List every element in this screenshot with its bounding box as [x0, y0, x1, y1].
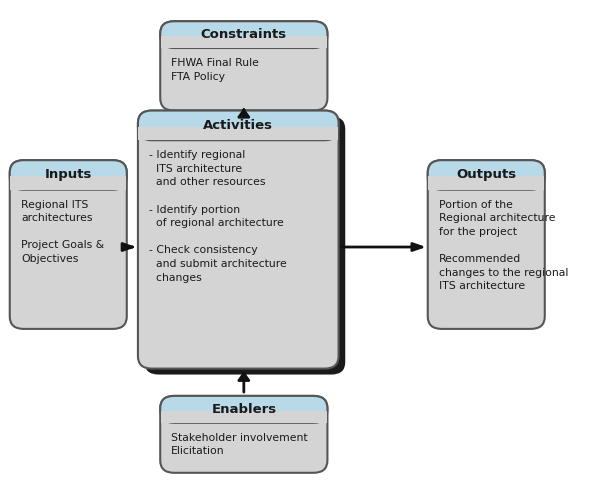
Bar	[161, 36, 327, 48]
FancyBboxPatch shape	[428, 160, 545, 329]
Text: Activities: Activities	[203, 119, 273, 132]
Text: Constraints: Constraints	[201, 28, 287, 41]
FancyBboxPatch shape	[160, 21, 327, 111]
Text: Outputs: Outputs	[456, 169, 517, 182]
FancyBboxPatch shape	[145, 116, 345, 375]
Text: Regional ITS
architectures

Project Goals &
Objectives: Regional ITS architectures Project Goals…	[21, 200, 104, 264]
FancyBboxPatch shape	[160, 396, 327, 473]
FancyBboxPatch shape	[160, 396, 327, 423]
Text: Enablers: Enablers	[211, 403, 277, 416]
Text: - Identify regional
  ITS architecture
  and other resources

- Identify portion: - Identify regional ITS architecture and…	[149, 150, 287, 282]
Bar	[138, 127, 338, 140]
Bar	[161, 411, 327, 423]
FancyBboxPatch shape	[428, 160, 545, 190]
Bar	[428, 177, 544, 190]
Text: Stakeholder involvement
Elicitation: Stakeholder involvement Elicitation	[171, 433, 308, 456]
FancyBboxPatch shape	[138, 111, 339, 140]
Text: Portion of the
Regional architecture
for the project

Recommended
changes to the: Portion of the Regional architecture for…	[439, 200, 569, 291]
Bar	[10, 177, 126, 190]
FancyBboxPatch shape	[138, 111, 339, 369]
Text: Inputs: Inputs	[44, 169, 92, 182]
FancyBboxPatch shape	[160, 21, 327, 48]
FancyBboxPatch shape	[9, 160, 127, 329]
Text: FHWA Final Rule
FTA Policy: FHWA Final Rule FTA Policy	[171, 58, 259, 81]
FancyBboxPatch shape	[9, 160, 127, 190]
